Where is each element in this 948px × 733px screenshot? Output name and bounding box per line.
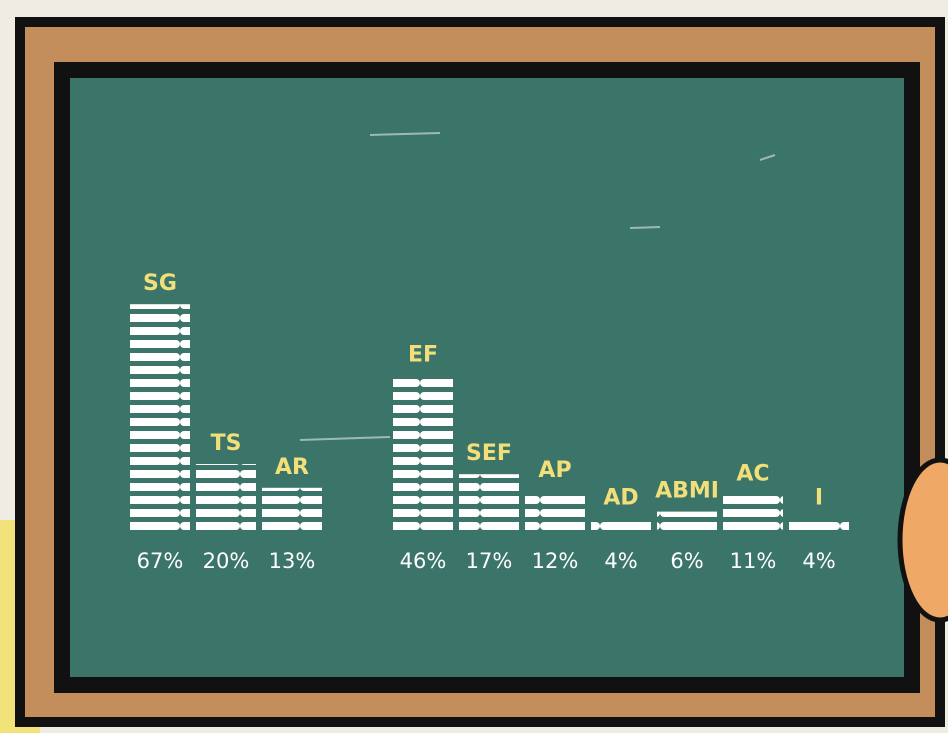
bar: [525, 491, 585, 532]
bar: [130, 304, 190, 532]
category-label: AR: [275, 455, 309, 480]
category-label: AP: [538, 458, 571, 483]
value-label: 17%: [466, 549, 513, 573]
value-label: 4%: [604, 549, 637, 573]
value-label: 6%: [670, 549, 703, 573]
plot: SG 67% TS 20% AR 13% EF 46% SEF 17% AP 12% AD 4% ABMI 6…: [130, 271, 849, 573]
bar: [657, 511, 717, 532]
category-label: ABMI: [655, 479, 719, 504]
value-label: 67%: [137, 549, 184, 573]
value-label: 11%: [730, 549, 777, 573]
category-label: SG: [143, 271, 177, 296]
bar: [393, 375, 453, 532]
board: [54, 62, 920, 693]
category-label: AD: [603, 485, 638, 510]
category-label: SEF: [466, 441, 512, 466]
bar: [591, 518, 651, 532]
bar: [196, 464, 256, 532]
bar: [262, 487, 322, 532]
value-label: 46%: [400, 549, 447, 573]
category-label: TS: [211, 431, 242, 456]
bar: [789, 518, 849, 532]
category-label: AC: [736, 462, 769, 487]
character: [897, 457, 948, 623]
bar: [459, 474, 519, 532]
bar: [723, 494, 783, 532]
value-label: 4%: [802, 549, 835, 573]
chalk-streaks: [299, 132, 776, 441]
category-label: I: [815, 485, 823, 510]
value-label: 12%: [532, 549, 579, 573]
category-label: EF: [408, 343, 438, 368]
value-label: 13%: [269, 549, 316, 573]
value-label: 20%: [203, 549, 250, 573]
